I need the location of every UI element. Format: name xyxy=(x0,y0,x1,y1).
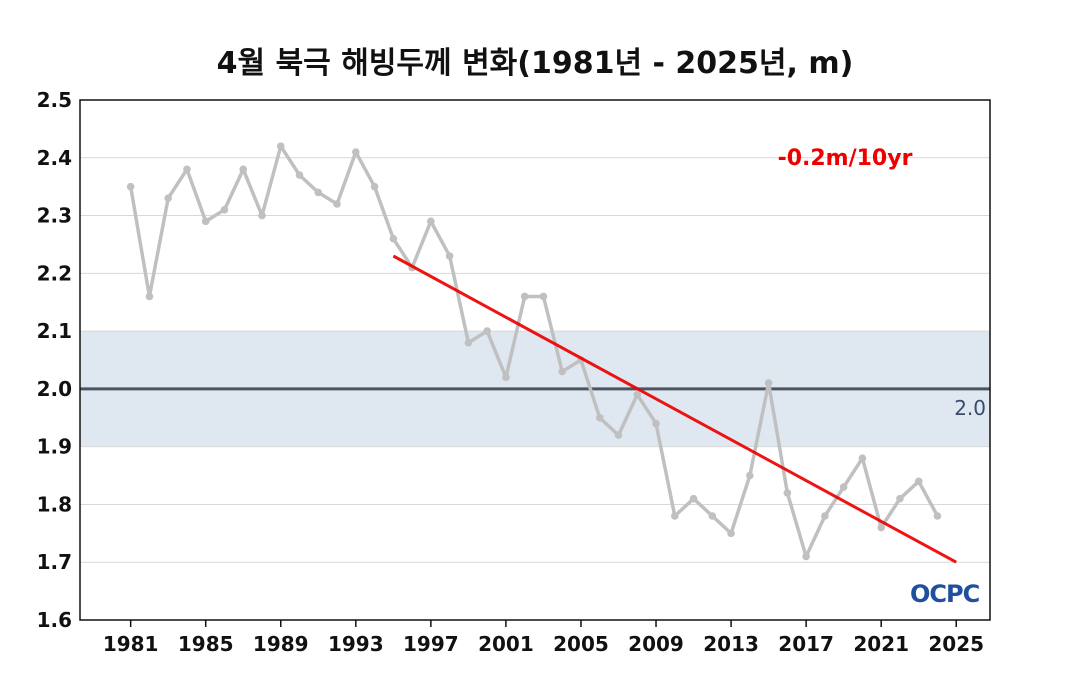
data-point xyxy=(276,142,285,151)
x-tick-label: 2025 xyxy=(928,632,984,656)
data-point xyxy=(764,379,773,387)
x-tick-label: 2013 xyxy=(703,632,759,656)
data-point xyxy=(520,292,529,301)
data-point xyxy=(201,217,210,226)
data-point xyxy=(783,489,792,497)
data-point xyxy=(727,529,735,538)
data-point xyxy=(445,252,454,260)
data-point xyxy=(333,200,341,208)
data-point xyxy=(746,471,754,480)
data-point xyxy=(483,327,491,335)
data-point xyxy=(352,148,360,156)
x-tick-label: 1993 xyxy=(328,632,384,656)
y-tick-label: 2.2 xyxy=(37,261,72,285)
x-tick-label: 2017 xyxy=(778,632,834,656)
x-tick-label: 2001 xyxy=(478,632,534,656)
data-point xyxy=(652,419,660,428)
data-point xyxy=(670,512,679,520)
data-point xyxy=(933,512,942,520)
data-point xyxy=(877,523,885,532)
data-point xyxy=(595,413,604,422)
data-point xyxy=(839,483,848,491)
data-point xyxy=(145,292,154,301)
trend-label: -0.2m/10yr xyxy=(778,146,913,171)
x-tick-label: 1985 xyxy=(178,632,234,656)
y-tick-label: 1.8 xyxy=(37,492,72,516)
data-point xyxy=(558,367,567,376)
data-point xyxy=(539,292,548,301)
data-point xyxy=(427,217,435,226)
data-point xyxy=(896,494,904,503)
plot-frame xyxy=(79,99,991,621)
data-point xyxy=(914,477,923,486)
data-point xyxy=(802,552,810,561)
x-tick-label: 1981 xyxy=(103,632,159,656)
data-point xyxy=(464,338,473,347)
x-tick-label: 2005 xyxy=(553,632,609,656)
x-tick-label: 2009 xyxy=(628,632,684,656)
y-tick-label: 1.9 xyxy=(37,435,72,459)
y-tick-label: 1.7 xyxy=(37,550,72,574)
y-tick-label: 2.3 xyxy=(37,204,72,228)
ocpc-logo: OCPC xyxy=(910,580,980,608)
data-point xyxy=(370,182,379,191)
data-point xyxy=(164,194,172,203)
trend-line xyxy=(392,254,957,564)
data-point xyxy=(708,512,717,520)
x-tick-label: 1989 xyxy=(253,632,309,656)
x-tick-label: 2021 xyxy=(853,632,909,656)
data-point xyxy=(614,431,623,439)
data-point xyxy=(633,390,642,399)
y-tick-label: 2.5 xyxy=(37,88,72,112)
data-point xyxy=(389,234,398,243)
data-point xyxy=(689,494,698,503)
x-tick-label: 1997 xyxy=(403,632,459,656)
chart-title: 4월 북극 해빙두께 변화(1981년 - 2025년, m) xyxy=(216,46,854,81)
data-point xyxy=(183,165,191,174)
data-point xyxy=(502,373,510,382)
reference-label: 2.0 xyxy=(954,396,986,420)
data-point xyxy=(126,182,135,191)
y-tick-label: 2.0 xyxy=(37,377,72,401)
data-point xyxy=(258,211,266,220)
y-tick-label: 1.6 xyxy=(37,608,72,632)
data-point xyxy=(314,188,323,197)
data-point xyxy=(858,454,867,463)
data-point xyxy=(220,205,229,214)
data-point xyxy=(239,165,248,174)
series-line xyxy=(128,144,940,559)
y-tick-label: 2.4 xyxy=(37,146,72,170)
y-tick-label: 2.1 xyxy=(37,319,72,343)
data-point xyxy=(821,512,829,520)
data-point xyxy=(295,171,304,179)
